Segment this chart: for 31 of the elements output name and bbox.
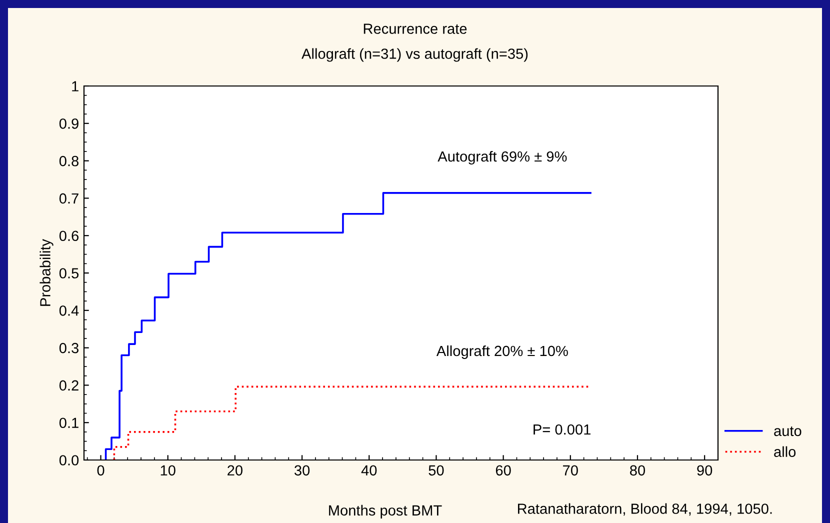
chart-subtitle: Allograft (n=31) vs autograft (n=35) [302, 48, 528, 62]
y-tick-label: 0.2 [59, 380, 78, 391]
x-axis-title: Months post BMT [329, 504, 442, 518]
legend-label: auto [774, 426, 802, 436]
annotation: Allograft 20% ± 10% [436, 345, 568, 360]
legend-label: allo [774, 446, 796, 457]
annotation: P= 0.001 [534, 424, 590, 435]
y-tick-label: 0.6 [59, 230, 78, 242]
y-tick-label: 0.5 [59, 268, 79, 278]
x-tick-label: 50 [428, 465, 444, 476]
y-tick-label: 1 [72, 81, 78, 92]
x-tick-label: 20 [228, 465, 242, 476]
y-tick-label: 0.7 [59, 193, 78, 204]
x-tick-label: 30 [294, 465, 310, 476]
x-tick-label: 60 [496, 465, 511, 476]
y-tick-label: 0.0 [59, 455, 79, 466]
text: Ratanatharatorn, Blood 84, 1994, 1050. [518, 503, 772, 516]
x-tick-label: 70 [563, 465, 578, 476]
y-tick-label: 0.8 [59, 156, 79, 166]
y-tick-label: 0.4 [59, 306, 79, 316]
annotation: Autograft 69% ± 9% [438, 150, 567, 165]
y-tick-label: 0.3 [59, 342, 78, 354]
y-tick-label: 0.1 [59, 418, 78, 428]
y-axis-title: Probability [40, 238, 54, 306]
x-tick-label: 10 [160, 465, 176, 476]
y-tick-label: 0.9 [59, 118, 78, 129]
x-tick-label: 90 [697, 465, 712, 476]
x-tick-label: 0 [97, 465, 104, 476]
x-tick-label: 80 [630, 465, 646, 476]
chart-title: Recurrence rate [364, 24, 467, 34]
x-tick-label: 40 [361, 465, 377, 476]
